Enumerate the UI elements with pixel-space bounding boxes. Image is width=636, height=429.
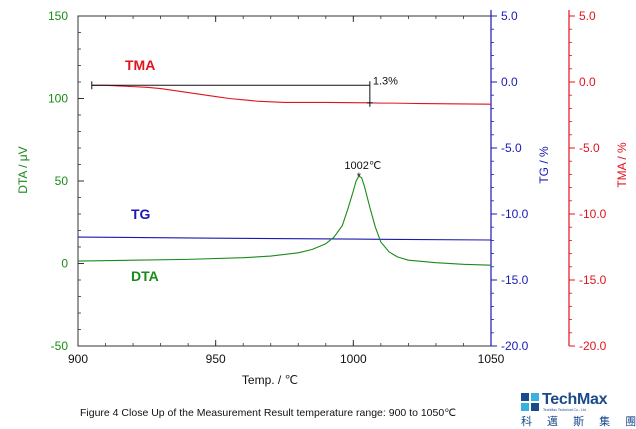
x-axis-title: Temp. / ℃	[242, 373, 298, 387]
x-tick-label: 1000	[340, 352, 367, 366]
dta-tick-label: -50	[51, 339, 69, 353]
tma-tick-label: -5.0	[579, 141, 600, 155]
logo-subtitle: TechMax Technical Co., Ltd.	[543, 408, 587, 412]
dta-axis: 150 100 50 0 -50 DTA / μV	[16, 9, 84, 353]
x-tick-label: 900	[68, 352, 88, 366]
tma-label: TMA	[125, 57, 155, 73]
logo-name: TechMax	[542, 391, 608, 408]
figure-caption: Figure 4 Close Up of the Measurement Res…	[80, 407, 456, 419]
tg-tick-label: -10.0	[501, 207, 529, 221]
tma-axis: 5.0 0.0 -5.0 -10.0 -15.0 -20.0 TMA / %	[568, 9, 629, 353]
tg-tick-label: 5.0	[501, 9, 518, 23]
tma-tick-label: -10.0	[579, 207, 607, 221]
tg-axis-title: TG / %	[537, 146, 551, 184]
x-tick-label: 950	[206, 352, 226, 366]
tg-tick-label: -15.0	[501, 273, 529, 287]
dta-tick-label: 50	[55, 174, 69, 188]
tg-label: TG	[131, 206, 151, 222]
tma-tick-label: 0.0	[579, 75, 596, 89]
tg-line	[77, 236, 492, 241]
dta-line	[77, 175, 492, 266]
techmax-logo-mark-icon	[521, 393, 539, 411]
delta-label: 1.3%	[373, 75, 398, 87]
dta-tick-label: 150	[48, 9, 68, 23]
peak-label: 1002℃	[344, 160, 381, 172]
tga-dta-tma-chart: 900 950 1000 1050 Temp. / ℃ 150 100 50 0 -50 DTA …	[16, 9, 629, 387]
tma-tick-label: -15.0	[579, 273, 607, 287]
peak-marker: *	[357, 171, 362, 183]
x-tick-label: 1050	[478, 352, 505, 366]
tma-tick-label: -20.0	[579, 339, 607, 353]
logo-chinese-name: 科 邁 斯 集 團	[521, 416, 636, 428]
tg-tick-label: -5.0	[501, 141, 522, 155]
techmax-logo: TechMax TechMax Technical Co., Ltd. 科 邁 …	[521, 391, 636, 428]
dta-tick-label: 0	[61, 257, 68, 271]
annotations: *1002℃ 1.3%	[91, 75, 398, 183]
dta-axis-title: DTA / μV	[16, 146, 30, 193]
tg-axis: 5.0 0.0 -5.0 -10.0 -15.0 -20.0 TG / %	[490, 9, 551, 353]
series-lines: TMA TG DTA	[77, 57, 492, 284]
tma-tick-label: 5.0	[579, 9, 596, 23]
tma-line	[91, 84, 492, 105]
tma-axis-title: TMA / %	[615, 142, 629, 188]
dta-label: DTA	[131, 268, 159, 284]
dta-tick-label: 100	[48, 92, 68, 106]
tg-tick-label: 0.0	[501, 75, 518, 89]
tg-tick-label: -20.0	[501, 339, 529, 353]
